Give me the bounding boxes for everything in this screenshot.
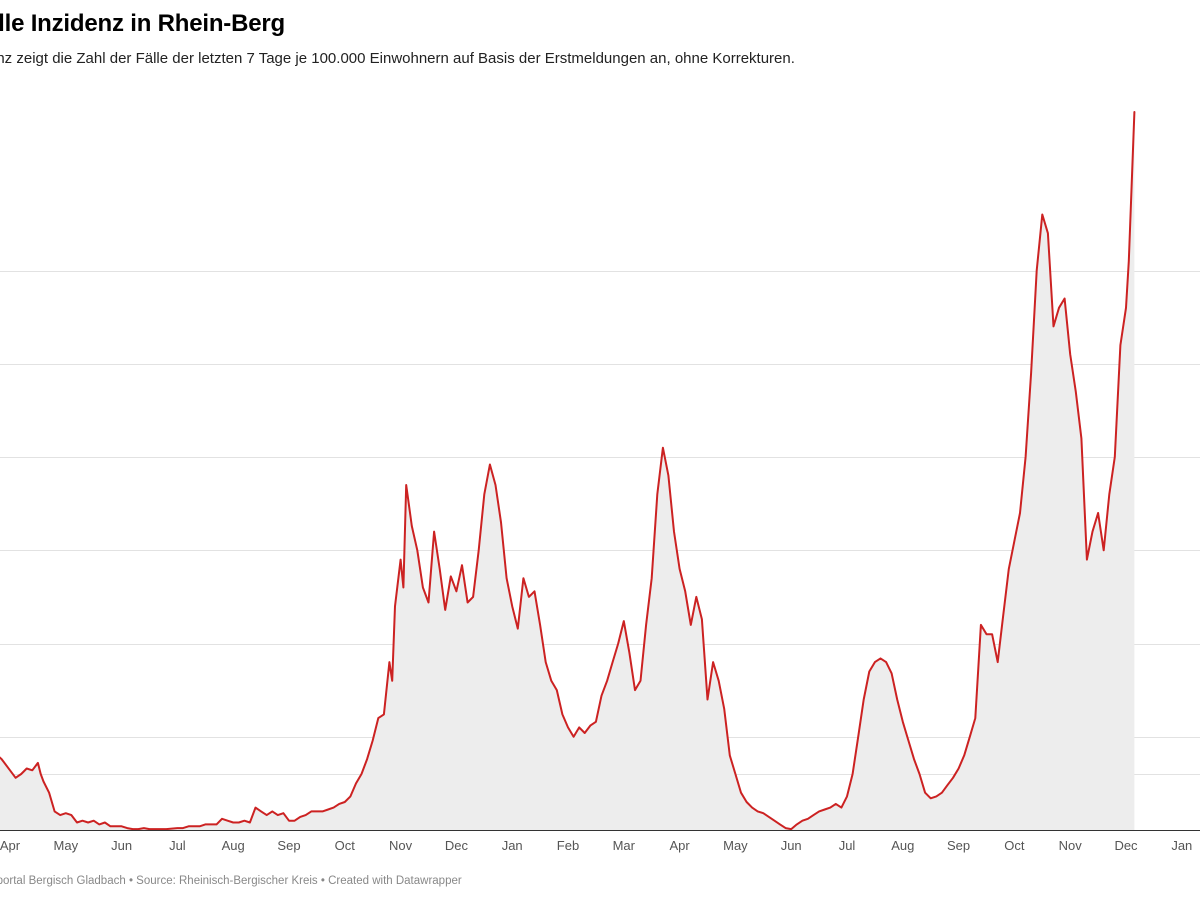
series-line-inzidenz (0, 111, 1136, 831)
x-tick-label-oct: Oct (1004, 838, 1025, 853)
area-fill (0, 112, 1135, 830)
series-line (0, 111, 1136, 831)
x-tick-label-sep: Sep (277, 838, 300, 853)
x-tick-label-aug: Aug (222, 838, 245, 853)
chart-footer-source: gerportal Bergisch Gladbach • Source: Rh… (0, 875, 462, 887)
x-tick-label-jan: Jan (502, 838, 523, 853)
chart-title: elle Inzidenz in Rhein-Berg (0, 10, 285, 37)
x-tick-label-may: May (54, 838, 79, 853)
x-tick-label-aug: Aug (891, 838, 914, 853)
x-tick-label-dec: Dec (445, 838, 469, 853)
x-tick-label-jul: Jul (839, 838, 856, 853)
x-tick-label-apr: Apr (669, 838, 690, 853)
x-axis-ticks: Apr May Jun Jul Aug Sep Oct Nov Dec Jan Feb Mar Apr M… (0, 838, 1192, 853)
x-tick-label-dec: Dec (1114, 838, 1138, 853)
x-tick-label-jan: Jan (1171, 838, 1192, 853)
x-tick-label-jun: Jun (111, 838, 132, 853)
x-tick-label-apr: Apr (0, 838, 21, 853)
x-tick-label-sep: Sep (947, 838, 970, 853)
x-tick-label-jun: Jun (781, 838, 802, 853)
x-tick-label-may: May (723, 838, 748, 853)
chart-subtitle: enz zeigt die Zahl der Fälle der letzten… (0, 50, 795, 67)
series-area-inzidenz (0, 112, 1135, 830)
x-tick-label-nov: Nov (389, 838, 413, 853)
x-tick-label-oct: Oct (335, 838, 356, 853)
x-tick-label-jul: Jul (169, 838, 186, 853)
x-tick-label-nov: Nov (1059, 838, 1083, 853)
x-tick-label-mar: Mar (613, 838, 636, 853)
x-tick-label-feb: Feb (557, 838, 579, 853)
